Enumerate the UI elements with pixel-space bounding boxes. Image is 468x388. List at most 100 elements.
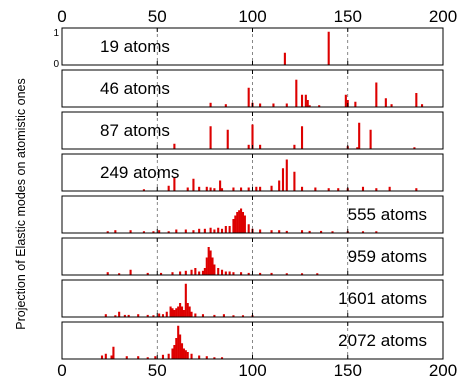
panel: 249 atoms [61,153,444,192]
bar [165,311,168,317]
bar [161,314,165,317]
bar [232,315,235,317]
bar [219,180,222,191]
y-tick-label: 0 [53,59,59,70]
panel: 2072 atoms [61,321,444,360]
bar [213,229,216,233]
bar [228,226,231,233]
bar [209,102,212,107]
panel-label: 1601 atoms [338,289,427,308]
bar [306,100,309,107]
bar [171,348,174,359]
bar [283,52,286,65]
bar [220,188,224,191]
bar [278,230,281,233]
bar [270,230,273,233]
bar [259,144,262,149]
bar [240,187,243,191]
bar [308,230,311,233]
bar [327,188,330,191]
bar [190,311,193,317]
bar [259,186,262,191]
bar [184,350,187,359]
bar [173,310,176,317]
bar [224,104,227,107]
bar [169,306,172,317]
bar [205,186,208,191]
bar [186,303,189,317]
bottom-x-tick-label: 0 [57,361,66,380]
bar [369,129,372,149]
bar [158,313,161,317]
bar [209,126,212,149]
bar [142,189,145,191]
bar [222,314,225,317]
bar [304,94,307,107]
bar [167,231,170,233]
top-x-tick-label: 100 [238,7,266,26]
bar [123,314,126,317]
bar [205,356,208,359]
bar [220,269,224,275]
bar [232,272,235,275]
top-x-tick-labels: 0 50 100 150 200 [57,7,457,26]
bar [384,98,387,107]
top-x-tick-label: 200 [429,7,457,26]
bar [388,186,391,191]
panel: 87 atoms [61,111,444,150]
bar [110,355,113,359]
bar [180,343,184,359]
bar [106,272,109,275]
bar [293,144,296,149]
bar [114,315,117,317]
bar [293,171,296,191]
panel-label: 87 atoms [100,121,170,140]
bar [180,306,184,317]
bar [240,208,243,233]
bar [308,105,311,107]
bar [259,103,262,107]
bar [217,227,220,233]
bar [361,186,365,191]
bar [175,338,178,359]
bar [198,228,201,233]
bar [173,177,176,191]
bar [182,310,185,317]
bar [285,273,288,275]
bar [209,187,212,191]
bar [375,188,378,191]
bar [205,257,208,275]
bar [173,345,176,359]
bar [186,352,189,359]
bar [213,357,216,359]
bar [129,269,132,275]
bar [177,325,180,359]
bar [211,257,214,275]
bar [251,124,254,149]
bottom-x-tick-label: 200 [429,361,457,380]
bar [356,147,359,149]
bar [179,334,182,359]
bar [213,264,216,275]
bar [198,271,201,275]
bar [192,178,195,191]
top-x-tick-label: 50 [148,7,167,26]
bar [146,272,149,275]
bar [247,144,250,149]
panel: 1 0 19 atoms [53,27,444,70]
bar [198,355,201,359]
bar [137,356,140,359]
bar [152,231,155,233]
bar [259,229,262,233]
bar [188,306,191,317]
bar [194,313,197,317]
bar [413,147,416,149]
bar [224,226,227,233]
bar [220,357,224,359]
bar [390,104,393,107]
bar [154,356,157,359]
panel-stack: 1 0 19 atoms 46 atoms 87 atoms 249 atoms 555 a… [53,27,444,360]
y-axis-label: Projection of Elastic modes on atomistic… [14,78,28,330]
panel: 1601 atoms [61,279,444,318]
